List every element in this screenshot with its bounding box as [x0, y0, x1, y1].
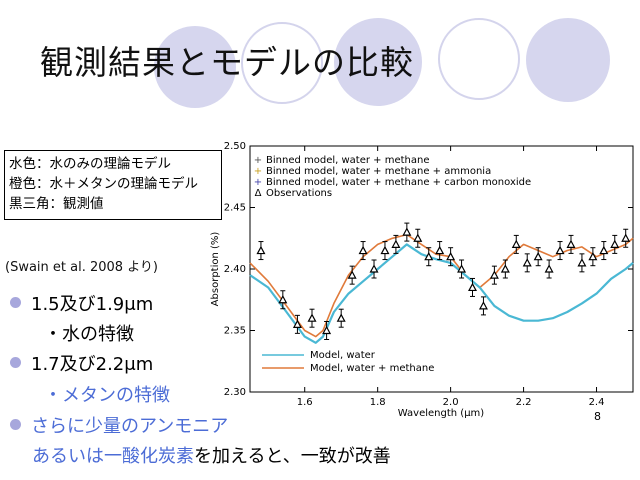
observation-point [435, 245, 445, 255]
slide-title: 観測結果とモデルの比較 [40, 43, 414, 82]
x-tick-label: 2.2 [516, 397, 532, 408]
series-line-water-methane [249, 233, 634, 338]
top-legend-label: Observations [266, 188, 332, 199]
top-legend-marker: + [254, 155, 262, 166]
bullet-3-sub: あるいは一酸化炭素を加えると、一致が改善 [32, 442, 391, 468]
bullet-1-sub: ・水の特徴 [44, 324, 134, 345]
observation-point [544, 264, 554, 273]
bullet-1-text: 1.5及び1.9μm [31, 294, 154, 315]
observation-point [621, 233, 631, 242]
observation-point [391, 239, 401, 249]
top-legend-marker: Δ [255, 188, 262, 199]
observation-point [347, 270, 357, 279]
header-circle-3 [334, 18, 422, 106]
bullet-2-text: 1.7及び2.2μm [31, 354, 154, 375]
observation-point [256, 245, 266, 255]
observation-point [555, 245, 565, 255]
observation-point [566, 239, 576, 249]
y-tick-label: 2.45 [224, 203, 246, 214]
top-legend-marker: + [254, 166, 262, 177]
header-circle-5 [526, 18, 610, 102]
observation-point [278, 294, 288, 304]
legend-line-water: 水色：水のみの理論モデル [9, 156, 171, 172]
bullet-1: 1.5及び1.9μm [10, 290, 153, 316]
observation-point [577, 258, 587, 267]
observation-point [413, 233, 423, 242]
bullet-3: さらに少量のアンモニア [10, 412, 228, 438]
color-legend-box: 水色：水のみの理論モデル 橙色：水＋メタンの理論モデル 黒三角：観測値 [4, 150, 222, 220]
observation-point [610, 239, 620, 249]
observation-point [588, 251, 598, 261]
bullet-dot-icon [10, 357, 21, 368]
observation-point [446, 251, 456, 261]
x-tick-label: 2.4 [589, 397, 605, 408]
header-circle-4 [438, 18, 520, 100]
top-legend-label: Binned model, water + methane [266, 155, 430, 166]
x-tick-label: 2.0 [443, 397, 459, 408]
header-circle-2 [241, 22, 323, 104]
x-tick-label: 1.8 [370, 397, 386, 408]
bullet-dot-icon [10, 297, 21, 308]
bottom-legend-label: Model, water + methane [310, 363, 434, 374]
citation: (Swain et al. 2008 より) [5, 260, 159, 275]
observation-point [369, 264, 379, 273]
y-axis-label: Absorption (%) [210, 232, 221, 307]
y-tick-label: 2.40 [224, 264, 246, 275]
bullet-2-sub: ・メタンの特徴 [44, 385, 170, 406]
chart-layer: 1.6 1.8 2.0 2.2 2.4 2.30 2.35 2.40 2.45 2.50 + Binn… [224, 141, 634, 408]
series-line-water [249, 243, 634, 344]
header-circle-1 [154, 26, 236, 108]
observation-point [358, 245, 368, 255]
observation-point [424, 251, 434, 261]
legend-line-observed: 黒三角：観測値 [9, 196, 104, 212]
bottom-legend-label: Model, water [310, 350, 376, 361]
observation-point [402, 227, 412, 236]
observation-point [292, 319, 302, 328]
observation-point [336, 313, 346, 322]
legend-line-methane: 橙色：水＋メタンの理論モデル [9, 176, 198, 192]
observation-point [522, 258, 532, 267]
observation-point [468, 282, 478, 292]
absorption-chart: 1.6 1.8 2.0 2.2 2.4 2.30 2.35 2.40 2.45 2.50 + Binn… [210, 141, 634, 419]
y-tick-label: 2.30 [224, 387, 246, 398]
observation-point [478, 301, 488, 310]
x-tick-label: 1.6 [297, 397, 313, 408]
x-axis-label: Wavelength (μm) [398, 408, 485, 419]
observation-point [322, 325, 332, 335]
observation-point [457, 264, 467, 273]
observation-point [380, 245, 390, 255]
top-legend-marker: + [254, 177, 262, 188]
observation-point [500, 264, 510, 273]
bullet-dot-icon [10, 419, 21, 430]
page-number: 8 [594, 410, 601, 423]
observation-point [511, 239, 521, 249]
y-tick-label: 2.50 [224, 141, 246, 152]
y-tick-label: 2.35 [224, 326, 246, 337]
observation-point [489, 270, 499, 279]
observation-point [533, 251, 543, 261]
bullet-2: 1.7及び2.2μm [10, 350, 153, 376]
observation-point [307, 313, 317, 322]
bullet-3-sub-blue: あるいは一酸化炭素 [32, 446, 194, 467]
observation-point [599, 245, 609, 255]
top-legend-label: Binned model, water + methane + ammonia [266, 166, 491, 177]
top-legend-label: Binned model, water + methane + carbon m… [266, 177, 531, 188]
bullet-3-text: さらに少量のアンモニア [31, 416, 229, 437]
bullet-3-sub-black: を加えると、一致が改善 [194, 446, 391, 467]
